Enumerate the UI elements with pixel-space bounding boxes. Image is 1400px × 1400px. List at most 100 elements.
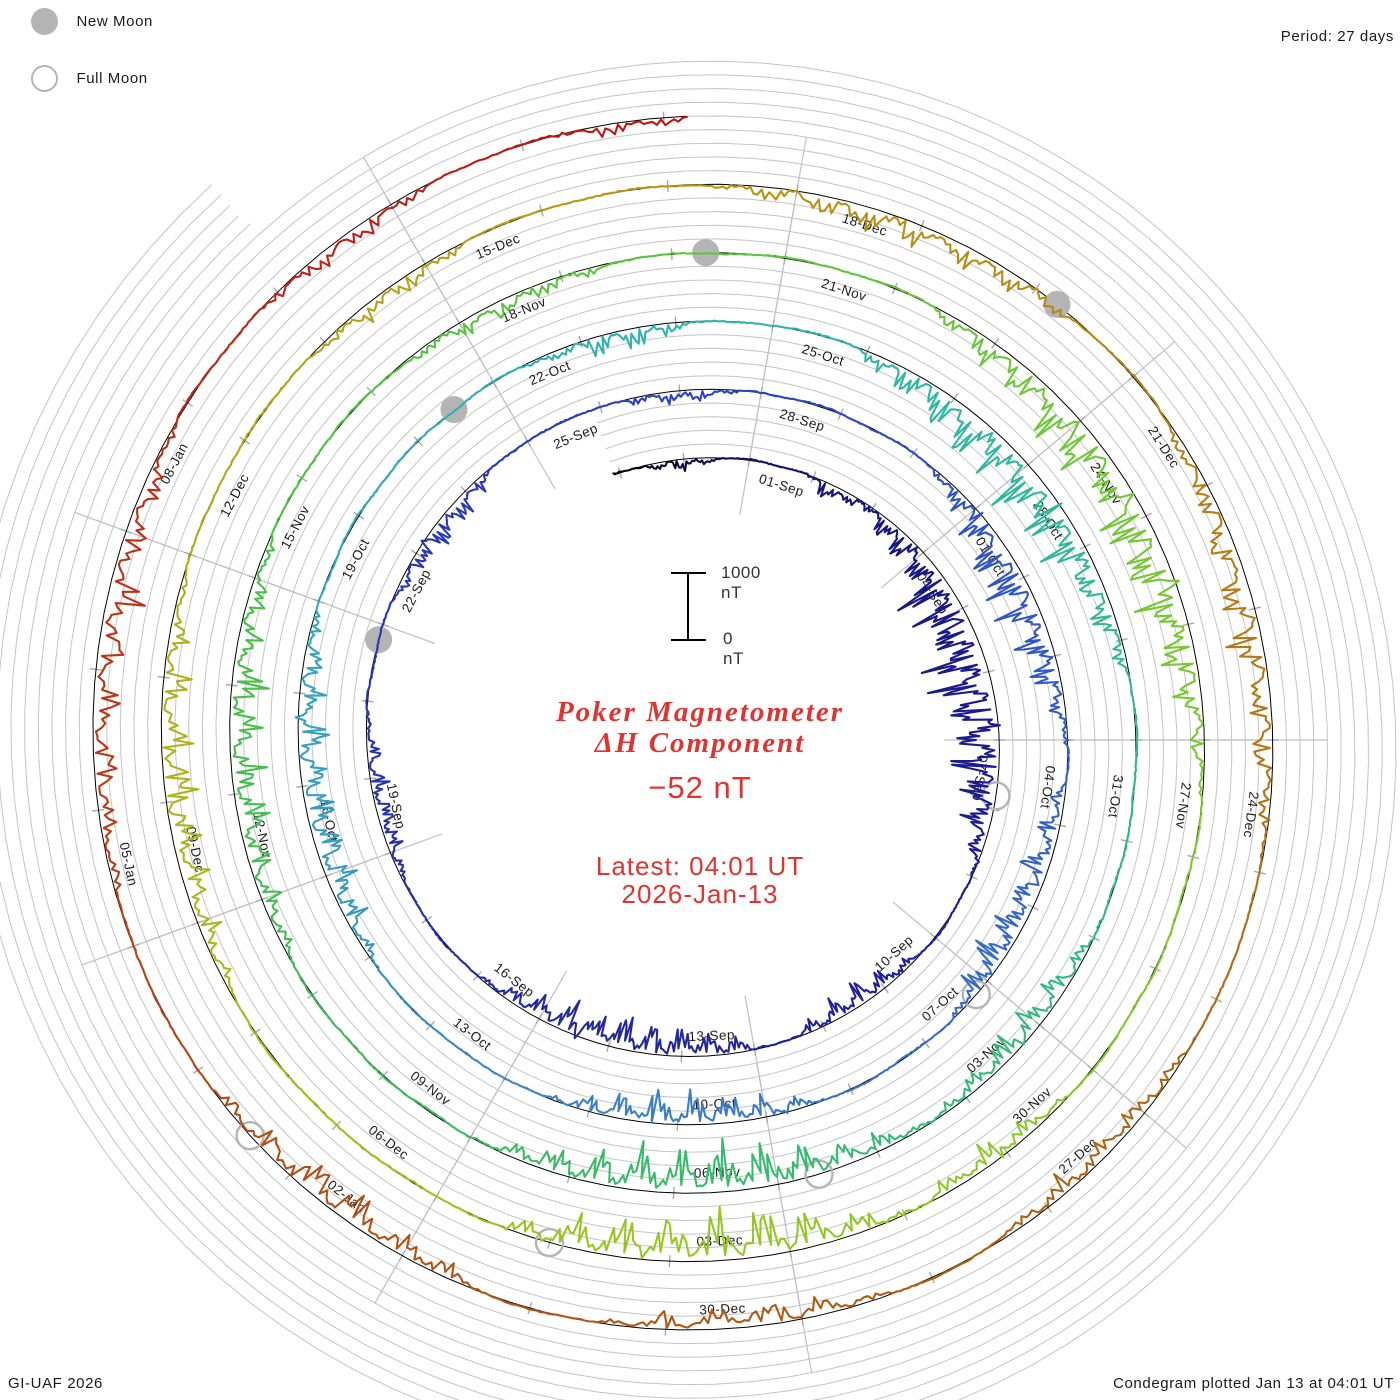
magnetometer-trace-segment xyxy=(671,184,740,190)
magnetometer-trace-segment xyxy=(270,483,300,536)
magnetometer-trace-segment xyxy=(1024,1087,1078,1126)
magnetometer-trace-segment xyxy=(926,233,991,270)
magnetometer-trace-segment xyxy=(187,868,223,934)
magnetometer-trace-segment xyxy=(551,1313,624,1325)
magnetometer-trace-segment xyxy=(1080,903,1109,953)
magnetometer-trace-segment xyxy=(425,231,484,268)
magnetometer-trace-segment xyxy=(737,185,805,201)
magnetometer-trace-segment xyxy=(458,141,530,170)
magnetometer-trace-segment xyxy=(1033,387,1080,452)
magnetometer-trace-segment xyxy=(842,982,877,1014)
magnetometer-trace-segment xyxy=(395,167,461,207)
magnetometer-trace-segment xyxy=(256,533,276,594)
magnetometer-trace-segment xyxy=(690,1308,763,1326)
magnetometer-trace-segment xyxy=(542,192,609,211)
magnetometer-trace-segment xyxy=(722,320,775,328)
magnetometer-trace-segment xyxy=(949,408,994,453)
magnetometer-trace-segment xyxy=(864,212,930,248)
magnetometer-trace-segment xyxy=(1014,1173,1071,1226)
magnetometer-trace-segment xyxy=(165,623,193,691)
magnetometer-trace-segment xyxy=(251,858,283,912)
magnetometer-trace-segment xyxy=(134,467,164,542)
magnetometer-trace-segment xyxy=(826,1290,898,1309)
magnetometer-trace-segment xyxy=(411,413,451,448)
magnetometer-trace-segment xyxy=(484,1292,554,1316)
new-moon-marker xyxy=(1043,290,1071,318)
magnetometer-trace-segment xyxy=(596,1015,634,1044)
magnetometer-trace-segment xyxy=(787,256,847,273)
magnetometer-trace-segment xyxy=(270,909,295,965)
magnetometer-trace-segment xyxy=(621,1310,693,1329)
magnetometer-trace-segment xyxy=(557,999,601,1040)
magnetometer-trace-segment xyxy=(1201,502,1236,568)
scale-bar-cap-bottom xyxy=(671,639,706,641)
scale-bar-cap-top xyxy=(671,572,706,574)
magnetometer-trace-segment xyxy=(102,817,122,892)
magnetometer-trace-segment xyxy=(1186,816,1202,878)
magnetometer-trace-segment xyxy=(658,1088,704,1123)
magnetometer-trace-segment xyxy=(1106,854,1126,906)
latest-date: 2026-Jan-13 xyxy=(621,879,779,909)
magnetometer-trace-segment xyxy=(744,457,780,468)
magnetometer-trace-segment xyxy=(959,1221,1017,1266)
magnetometer-trace-segment xyxy=(671,251,732,256)
magnetometer-trace-segment xyxy=(695,1205,755,1257)
magnetometer-trace-segment xyxy=(207,931,234,994)
magnetometer-trace-segment xyxy=(1019,830,1053,874)
magnetometer-trace-segment xyxy=(577,1212,638,1254)
plot-center-text: Poker Magnetometer ΔH Component −52 nT L… xyxy=(556,697,844,909)
magnetometer-trace-segment xyxy=(986,1034,1026,1075)
magnetometer-trace-segment xyxy=(401,1174,457,1209)
magnetometer-trace-segment xyxy=(362,1217,424,1264)
magnetometer-trace-segment xyxy=(162,688,195,753)
date-label: 16-Sep xyxy=(491,960,537,1000)
magnetometer-trace-segment xyxy=(263,1046,307,1096)
magnetometer-trace-segment xyxy=(838,412,879,434)
magnetometer-trace-segment xyxy=(1225,630,1266,698)
date-label: 25-Sep xyxy=(551,420,600,452)
magnetometer-trace-segment xyxy=(211,443,243,504)
magnetometer-trace-segment xyxy=(482,1064,526,1089)
magnetometer-trace-segment xyxy=(1098,486,1147,545)
magnetometer-trace-segment xyxy=(355,931,382,974)
magnetometer-trace-segment xyxy=(94,675,121,750)
magnetometer-trace-segment xyxy=(644,460,681,471)
magnetometer-trace-segment xyxy=(487,363,534,386)
magnetometer-trace-segment xyxy=(942,482,976,515)
footer-credit: GI-UAF 2026 xyxy=(8,1375,103,1392)
magnetometer-trace-segment xyxy=(807,997,846,1029)
magnetometer-trace-segment xyxy=(993,355,1046,396)
magnetometer-trace-segment xyxy=(612,464,647,475)
magnetometer-trace-segment xyxy=(1169,875,1189,936)
magnetometer-trace-segment xyxy=(946,319,997,367)
magnetometer-trace-segment xyxy=(751,1142,800,1183)
magnetometer-trace-segment xyxy=(1144,933,1172,991)
magnetometer-trace-segment xyxy=(306,611,323,663)
magnetometer-trace-segment xyxy=(777,465,812,478)
magnetometer-trace-segment xyxy=(1256,762,1273,833)
magnetometer-trace-segment xyxy=(185,343,231,405)
magnetometer-trace-segment xyxy=(838,492,871,513)
magnetometer-trace-segment xyxy=(410,328,461,361)
magnetometer-trace-segment xyxy=(1060,746,1070,792)
magnetometer-trace-segment xyxy=(173,560,190,626)
new-moon-label: New Moon xyxy=(76,13,153,30)
magnetometer-trace-segment xyxy=(895,1263,962,1293)
magnetometer-trace-segment xyxy=(899,288,949,327)
scale-bar-max-label: 1000 nT xyxy=(721,563,761,602)
magnetometer-trace-segment xyxy=(1123,802,1134,857)
magnetometer-trace-segment xyxy=(365,713,382,755)
magnetometer-trace-segment xyxy=(114,539,146,609)
magnetometer-trace-segment xyxy=(698,1137,754,1187)
magnetometer-trace-segment xyxy=(231,991,266,1049)
magnetometer-trace-segment xyxy=(278,344,325,394)
magnetometer-trace-segment xyxy=(444,1037,485,1068)
magnetometer-trace-segment xyxy=(809,475,841,498)
magnetometer-trace-segment xyxy=(322,305,377,347)
magnetometer-trace-segment xyxy=(281,245,338,298)
magnetometer-trace-segment xyxy=(167,1021,209,1084)
period-label: Period: 27 days xyxy=(1280,28,1394,45)
magnetometer-trace-segment xyxy=(1111,649,1135,702)
magnetometer-trace-segment xyxy=(920,642,982,681)
